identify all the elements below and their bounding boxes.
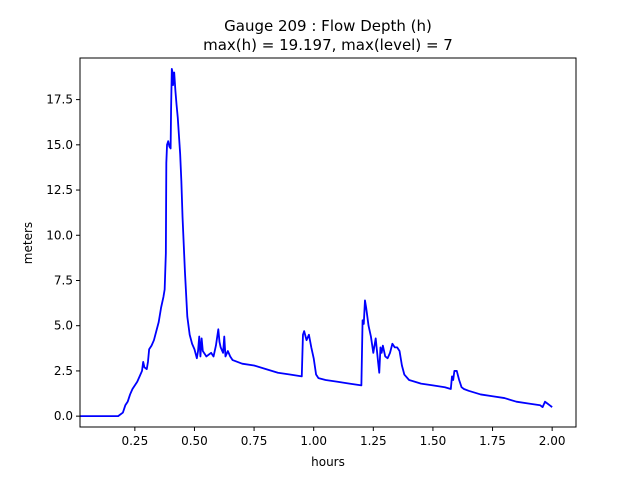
x-tick-label: 1.75 [479, 434, 506, 448]
y-tick-label: 10.0 [46, 228, 73, 242]
x-tick-label: 0.25 [121, 434, 148, 448]
x-axis-label: hours [311, 455, 345, 469]
y-tick-label: 12.5 [46, 183, 73, 197]
y-tick-label: 5.0 [54, 319, 73, 333]
y-axis-label: meters [21, 222, 35, 264]
y-axis-ticks: 0.0 2.5 5.0 7.5 10.0 12.5 15.0 17.5 [46, 93, 80, 423]
x-tick-label: 1.00 [300, 434, 327, 448]
plot-area [80, 67, 553, 418]
y-tick-label: 2.5 [54, 364, 73, 378]
plot-frame [79, 57, 577, 428]
chart-title: Gauge 209 : Flow Depth (h) [224, 17, 432, 35]
x-tick-label: 0.50 [181, 434, 208, 448]
x-tick-label: 1.25 [360, 434, 387, 448]
x-tick-label: 0.75 [241, 434, 268, 448]
y-tick-label: 0.0 [54, 409, 73, 423]
y-tick-label: 15.0 [46, 138, 73, 152]
flow-depth-series-line [80, 67, 553, 418]
x-tick-label: 1.50 [420, 434, 447, 448]
y-tick-label: 17.5 [46, 93, 73, 107]
chart-subtitle: max(h) = 19.197, max(level) = 7 [203, 36, 453, 54]
y-tick-label: 7.5 [54, 273, 73, 287]
x-axis-ticks: 0.25 0.50 0.75 1.00 1.25 1.50 1.75 2.00 [121, 427, 566, 448]
x-tick-label: 2.00 [539, 434, 566, 448]
